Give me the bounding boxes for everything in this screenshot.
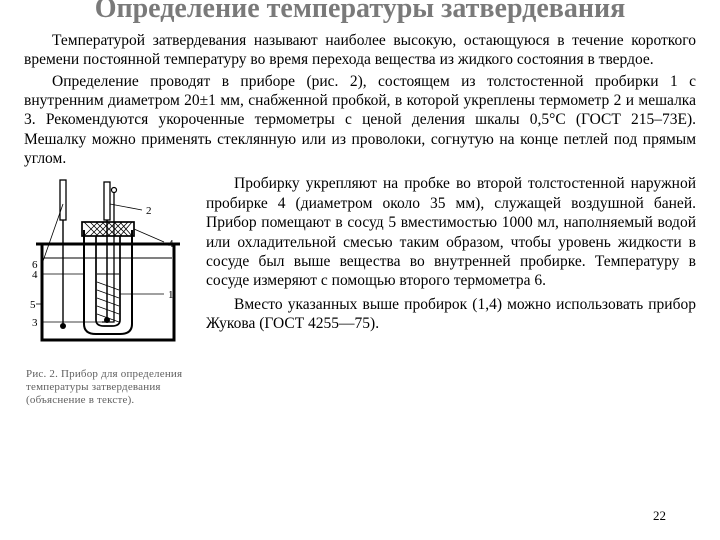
label-5: 5: [30, 299, 36, 311]
figure-2: 2 4 1 6 4 5 3 Рис. 2. Прибор для опре­де…: [24, 174, 192, 406]
apparatus-diagram: 2 4 1 6 4 5 3: [24, 174, 192, 364]
label-2: 2: [146, 205, 152, 217]
right-column: Пробирку укрепляют на пробке во второй т…: [206, 174, 696, 406]
page-title: Определение температуры затвердевания: [0, 0, 720, 31]
paragraph-4: Вместо указанных выше пробирок (1,4) мож…: [206, 295, 696, 334]
label-4: 4: [168, 238, 174, 250]
label-3: 3: [32, 317, 38, 329]
paragraph-2: Определение проводят в приборе (рис. 2),…: [0, 72, 720, 169]
label-1: 1: [168, 289, 174, 301]
figure-caption: Рис. 2. Прибор для опре­деления температ…: [24, 368, 192, 406]
two-column-region: 2 4 1 6 4 5 3 Рис. 2. Прибор для опре­де…: [0, 170, 720, 406]
label-4b: 4: [32, 269, 38, 281]
page-number: 22: [653, 508, 666, 524]
paragraph-3: Пробирку укрепляют на пробке во второй т…: [206, 174, 696, 290]
paragraph-1: Температурой затвердевания называют наиб…: [0, 31, 720, 70]
